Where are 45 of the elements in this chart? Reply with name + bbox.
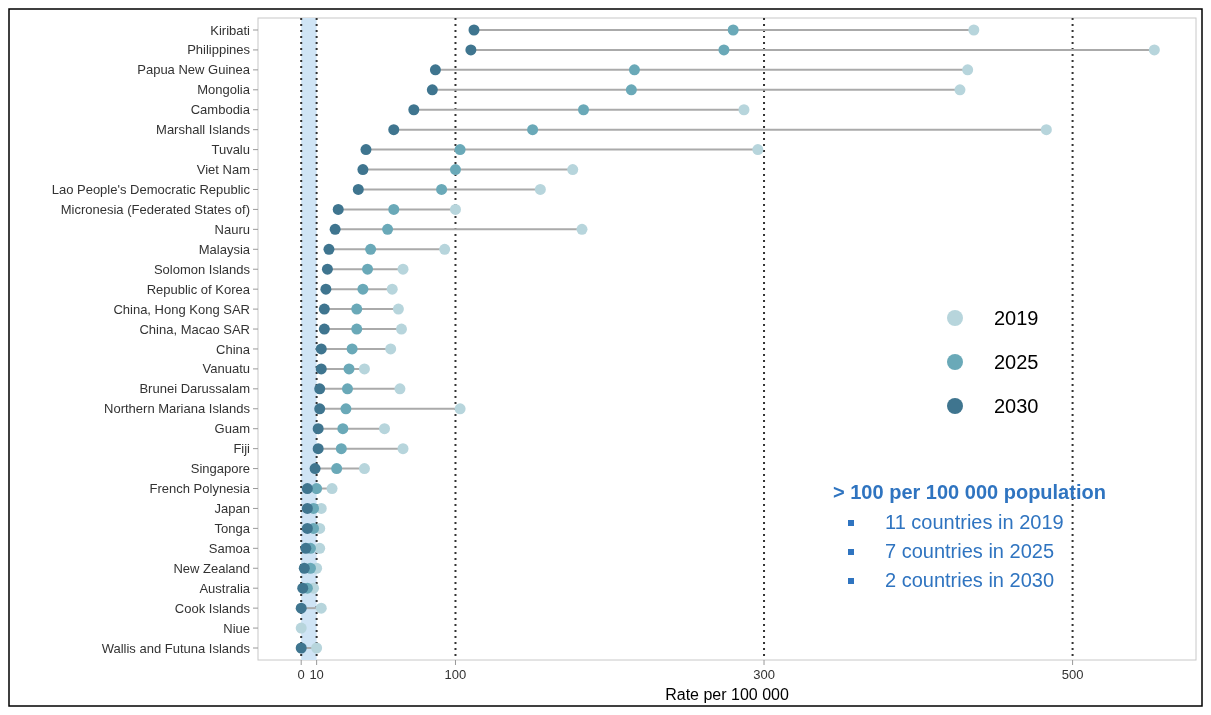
y-tick-label: Kiribati (210, 22, 251, 38)
y-tick-label: Lao People's Democratic Republic (51, 182, 251, 198)
y-tick-label: Vanuatu (202, 361, 250, 377)
x-tick-label: 500 (1061, 667, 1084, 682)
y-tick-label: Tuvalu (211, 142, 250, 158)
y-tick-label: Republic of Korea (146, 281, 251, 297)
y-tick-label: Wallis and Futuna Islands (101, 640, 251, 656)
y-tick-label: Samoa (208, 540, 251, 556)
y-tick-label: Japan (214, 501, 250, 516)
y-tick-label: Northern Mariana Islands (104, 401, 251, 417)
y-tick-label: French Polynesia (149, 481, 251, 497)
annotation: 2 countries in 2030 (885, 569, 1055, 591)
y-tick-label: Viet Nam (196, 162, 250, 178)
y-tick-label: China, Hong Kong SAR (113, 301, 250, 317)
annotation: 11 countries in 2019 (885, 511, 1064, 533)
y-tick-label: Fiji (233, 441, 251, 457)
y-tick-label: Micronesia (Federated States of) (60, 201, 250, 217)
y-tick-label: Philippines (187, 42, 251, 58)
x-tick-label: 100 (444, 667, 467, 682)
y-tick-label: Marshall Islands (156, 122, 251, 138)
y-tick-label: Nauru (214, 221, 250, 237)
y-tick-label: China, Macao SAR (139, 321, 250, 337)
y-tick-label: Papua New Guinea (137, 62, 251, 78)
x-tick-label: 300 (753, 667, 775, 682)
y-tick-label: Mongolia (197, 82, 251, 98)
y-tick-label: Tonga (214, 520, 251, 536)
legend-label: 2025 (994, 351, 1039, 373)
y-tick-label: Australia (199, 580, 251, 596)
annotation: > 100 per 100 000 population (833, 481, 1106, 503)
y-tick-label: Niue (223, 620, 250, 636)
y-tick-label: Cook Islands (174, 600, 251, 616)
y-tick-label: New Zealand (173, 560, 250, 576)
y-tick-label: Guam (214, 421, 250, 437)
y-tick-label: Singapore (190, 461, 250, 477)
y-tick-label: China (216, 341, 251, 357)
legend-label: 2030 (994, 395, 1039, 417)
x-tick-label: 0 (297, 667, 305, 682)
y-tick-label: Solomon Islands (153, 261, 251, 277)
legend-label: 2019 (994, 307, 1039, 329)
y-tick-label: Brunei Darussalam (139, 381, 250, 397)
x-axis-title: Rate per 100 000 (665, 686, 789, 703)
y-tick-label: Malaysia (198, 241, 251, 257)
y-tick-label: Cambodia (190, 102, 251, 118)
x-tick-label: 10 (309, 667, 324, 682)
annotation: 7 countries in 2025 (885, 540, 1055, 562)
